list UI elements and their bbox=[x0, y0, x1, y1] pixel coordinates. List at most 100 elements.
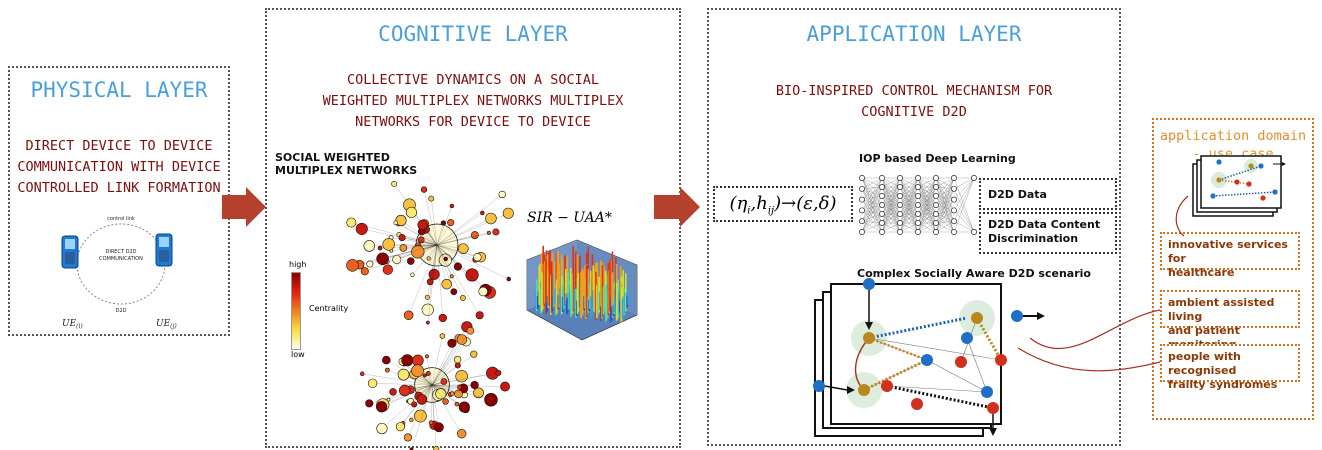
network-node bbox=[417, 219, 428, 231]
scenario-node bbox=[981, 386, 993, 398]
flow-arrow-2-icon bbox=[654, 187, 700, 227]
nn-neuron bbox=[879, 175, 885, 181]
mini-node bbox=[1272, 189, 1278, 195]
dissemination-box: D2D Data Dissemination bbox=[979, 178, 1117, 223]
nn-neuron bbox=[879, 184, 885, 190]
flow-arrow-1-icon bbox=[222, 187, 266, 227]
sir-uaa-surface-plot bbox=[526, 239, 638, 341]
network-node bbox=[502, 207, 514, 219]
nn-neuron bbox=[897, 175, 903, 181]
network-node bbox=[346, 259, 359, 272]
network-node bbox=[414, 409, 427, 423]
cognitive-layer-desc-2: WEIGHTED MULTIPLEX NETWORKS MULTIPLEX bbox=[322, 93, 624, 109]
nn-neuron bbox=[915, 184, 921, 190]
network-node bbox=[470, 231, 479, 240]
network-node bbox=[360, 267, 369, 276]
network-node bbox=[422, 373, 427, 378]
application-layer-desc-1: BIO-INSPIRED CONTROL MECHANISM FOR bbox=[775, 83, 1053, 99]
nn-neuron bbox=[951, 196, 957, 203]
scenario-node bbox=[995, 354, 1007, 366]
network-node bbox=[376, 252, 389, 266]
application-layer-desc-2: COGNITIVE D2D bbox=[861, 104, 967, 120]
network-node bbox=[433, 445, 440, 450]
network-node bbox=[395, 214, 407, 227]
phone-right-icon bbox=[155, 233, 173, 267]
mini-node bbox=[1216, 177, 1222, 183]
network-node bbox=[397, 368, 410, 381]
network-node bbox=[382, 355, 391, 365]
sir-uaa-label: SIR − UAA* bbox=[527, 210, 612, 226]
network-node bbox=[377, 245, 383, 251]
d2d-scenario-diagram bbox=[813, 278, 1045, 437]
network-node bbox=[389, 388, 397, 396]
nn-neuron bbox=[897, 202, 903, 208]
network-node bbox=[434, 422, 444, 433]
network-node bbox=[382, 238, 395, 251]
mini-node bbox=[1210, 193, 1216, 199]
nn-neuron bbox=[933, 175, 939, 181]
network-node bbox=[424, 354, 429, 359]
network-node bbox=[355, 222, 368, 235]
network-node bbox=[428, 195, 435, 202]
nn-neuron bbox=[879, 202, 885, 208]
network-node bbox=[399, 244, 408, 252]
physical-layer-desc-2: COMMUNICATION WITH DEVICE bbox=[17, 159, 221, 175]
nn-neuron bbox=[951, 185, 957, 192]
nn-neuron bbox=[859, 196, 865, 203]
network-node bbox=[440, 378, 448, 385]
network-node bbox=[475, 311, 484, 320]
physical-layer-panel: PHYSICAL LAYER DIRECT DEVICE TO DEVICE C… bbox=[8, 66, 230, 336]
nn-neuron bbox=[933, 202, 939, 208]
nn-neuron bbox=[933, 229, 939, 235]
legend-low: low bbox=[291, 350, 305, 359]
scenario-label: Complex Socially Aware D2D scenario bbox=[857, 267, 1091, 280]
nn-neuron bbox=[933, 220, 939, 226]
network-node bbox=[403, 310, 414, 321]
nn-neuron bbox=[859, 175, 865, 181]
formula-box: (ηi,hij)→(ε,δ) bbox=[713, 186, 853, 222]
scenario-node bbox=[987, 402, 999, 414]
network-node bbox=[438, 313, 447, 323]
nn-neuron bbox=[859, 229, 865, 235]
network-node bbox=[484, 393, 498, 407]
scenario-node bbox=[863, 278, 875, 290]
mini-scenario-diagram bbox=[1192, 155, 1286, 217]
network-node bbox=[506, 276, 511, 282]
network-node bbox=[401, 354, 414, 367]
scenario-node bbox=[858, 384, 870, 396]
scenario-node bbox=[921, 354, 933, 366]
network-node bbox=[363, 240, 376, 252]
network-node bbox=[458, 401, 470, 413]
application-layer-panel: APPLICATION LAYER BIO-INSPIRED CONTROL M… bbox=[707, 8, 1121, 446]
network-node bbox=[405, 206, 418, 218]
network-node bbox=[449, 203, 455, 209]
network-node bbox=[457, 243, 469, 254]
application-layer-title: APPLICATION LAYER bbox=[806, 22, 1022, 46]
network-node bbox=[393, 220, 398, 226]
network-node bbox=[440, 220, 446, 226]
nn-neuron bbox=[897, 211, 903, 217]
d2d-diagram: control link DIRECT D2D COMMUNICATION D2… bbox=[61, 216, 177, 330]
network-node bbox=[439, 333, 446, 339]
use-case-item-healthcare: innovative services for healthcare bbox=[1160, 232, 1300, 279]
nn-neuron bbox=[879, 220, 885, 226]
legend-high: high bbox=[289, 260, 307, 269]
network-node bbox=[412, 354, 424, 367]
ue-left-label: UE(i) bbox=[62, 319, 83, 330]
scenario-node bbox=[1011, 310, 1023, 322]
network-node bbox=[386, 397, 391, 402]
network-node bbox=[367, 378, 378, 389]
nn-neuron bbox=[879, 193, 885, 199]
nn-neuron bbox=[915, 193, 921, 199]
mini-node bbox=[1216, 159, 1222, 165]
nn-neuron bbox=[915, 175, 921, 181]
network-node bbox=[466, 326, 475, 335]
nn-neuron bbox=[915, 202, 921, 208]
network-node bbox=[498, 190, 506, 199]
network-node bbox=[470, 380, 479, 390]
network-node bbox=[449, 391, 455, 396]
nn-neuron bbox=[879, 229, 885, 235]
network-node bbox=[447, 338, 457, 348]
scenario-node bbox=[955, 356, 967, 368]
